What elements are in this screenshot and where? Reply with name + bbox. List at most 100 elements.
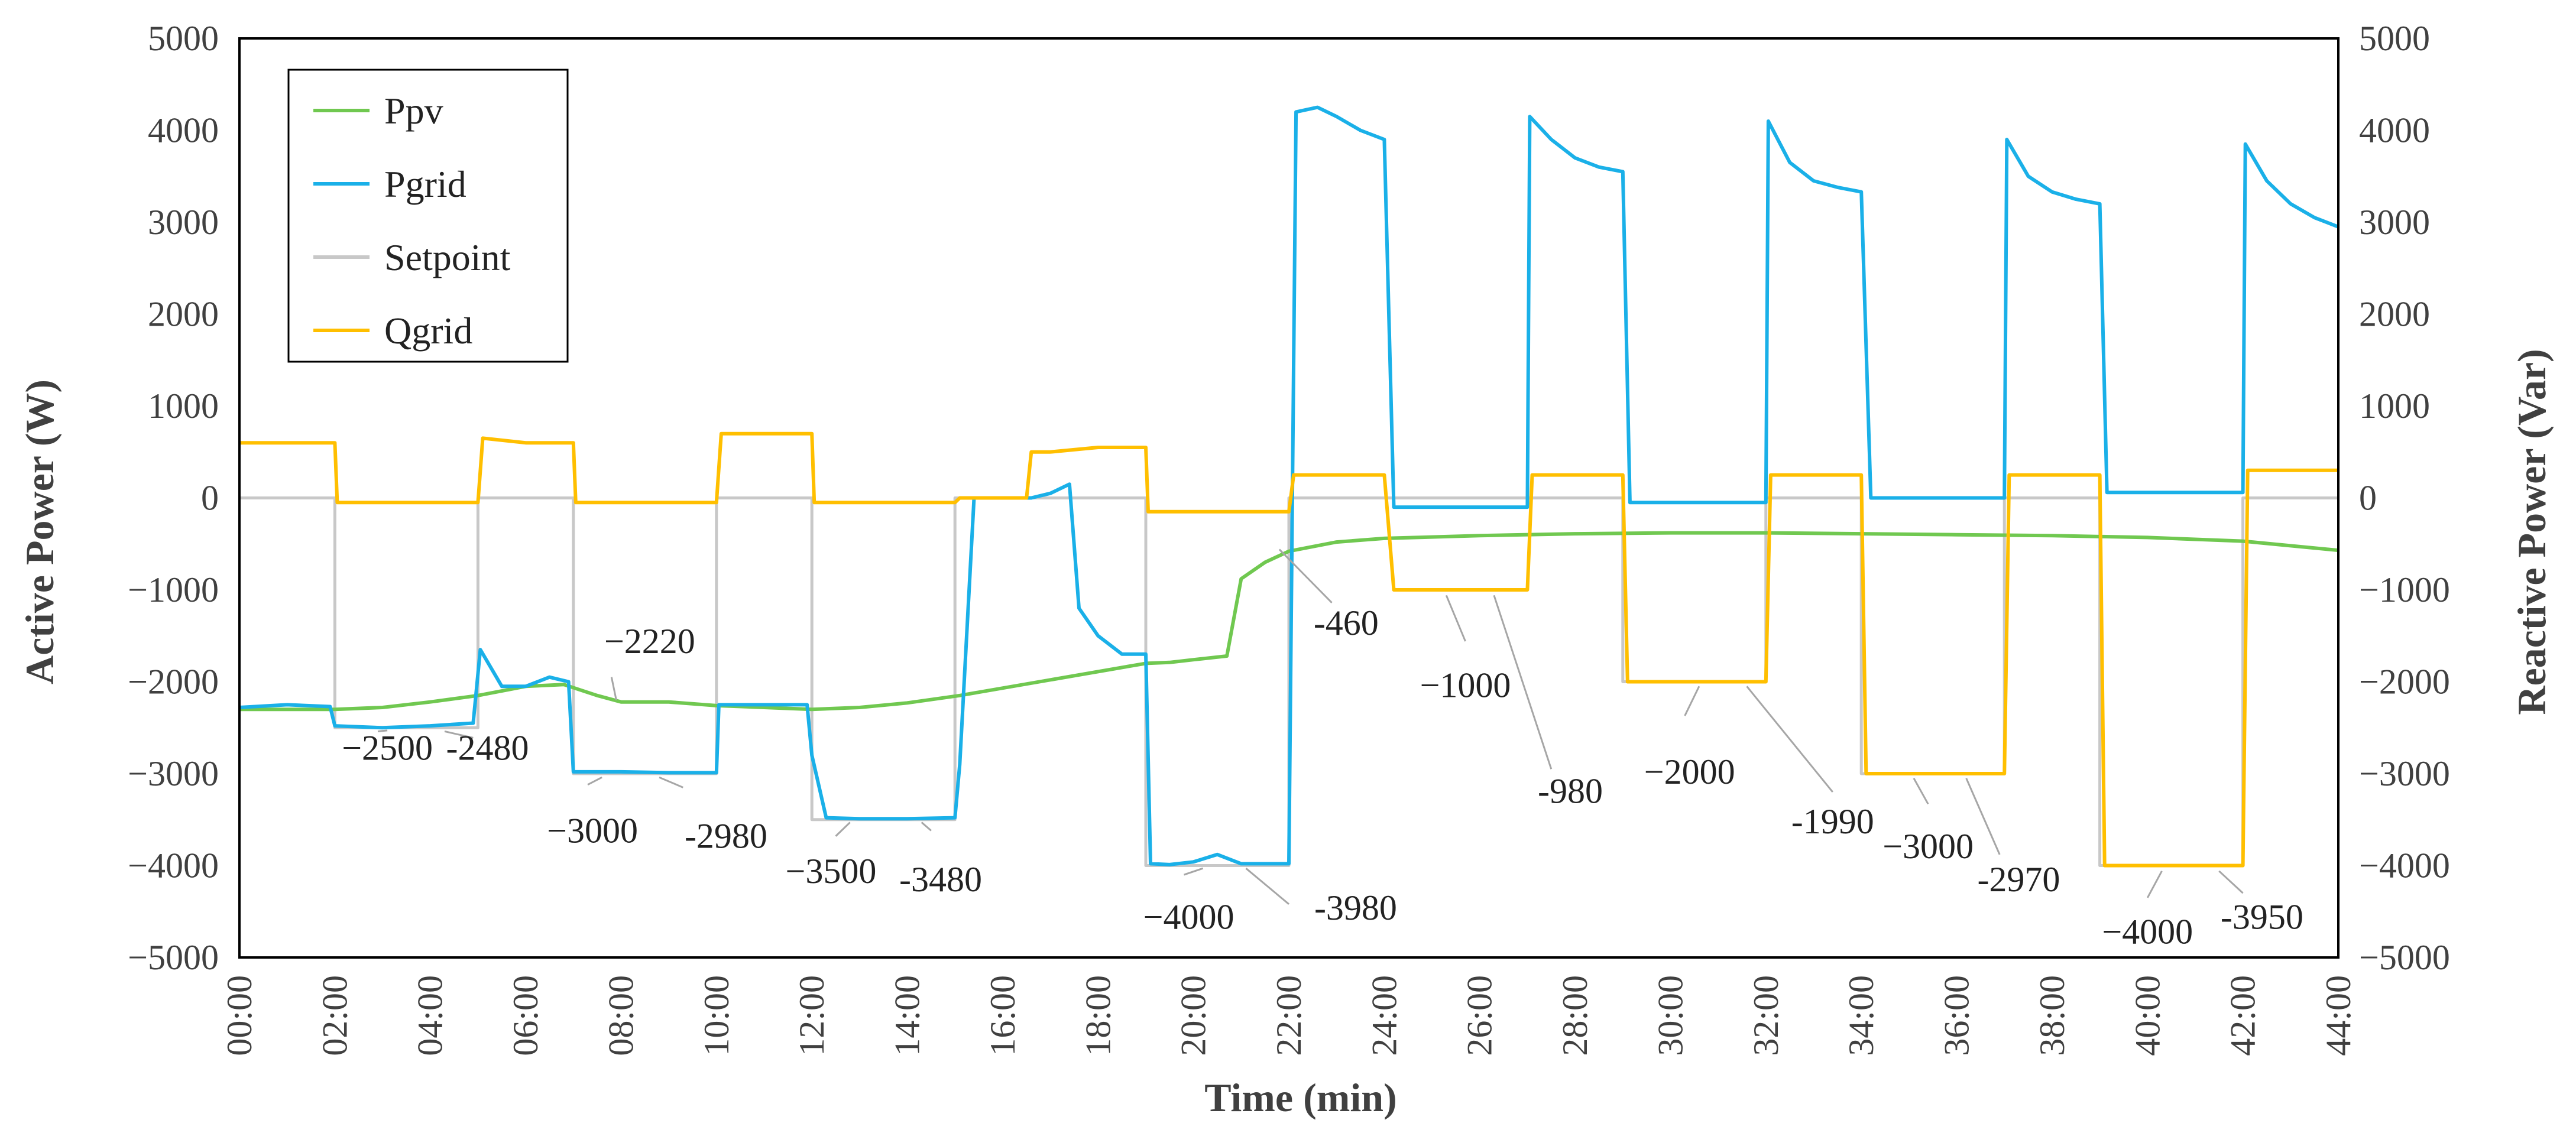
y-right-tick-label: 5000 xyxy=(2359,19,2430,58)
y-right-tick-label: −5000 xyxy=(2359,938,2450,977)
y-left-tick-label: 4000 xyxy=(148,111,219,150)
y-right-tick-label: 3000 xyxy=(2359,203,2430,242)
y-right-tick-label: −3000 xyxy=(2359,754,2450,793)
annotation-leader xyxy=(835,822,851,837)
x-tick-label: 00:00 xyxy=(220,975,259,1056)
x-tick-label: 18:00 xyxy=(1078,975,1117,1056)
legend-label-pgrid: Pgrid xyxy=(384,163,466,205)
annotation-leader xyxy=(1965,778,2001,855)
series-layer xyxy=(239,105,2340,868)
annotation-label: -2970 xyxy=(1977,860,2060,899)
annotation-label: -3950 xyxy=(2221,898,2303,937)
y-axis-right-title: Reactive Power (Var) xyxy=(2509,349,2554,715)
x-axis-title: Time (min) xyxy=(1204,1075,1397,1120)
y-right-tick-label: 4000 xyxy=(2359,111,2430,150)
legend-frame xyxy=(287,69,569,363)
x-tick-label: 26:00 xyxy=(1460,975,1499,1056)
series-line-qgrid xyxy=(239,431,2338,868)
y-left-tick-label: −5000 xyxy=(128,938,219,977)
x-tick-label: 12:00 xyxy=(792,975,831,1056)
x-tick-label: 02:00 xyxy=(315,975,354,1056)
plot-frame xyxy=(238,37,2340,959)
annotation-label: -3480 xyxy=(899,860,982,899)
y-right-tick-label: −2000 xyxy=(2359,663,2450,702)
annotation-label: -2980 xyxy=(685,817,767,856)
x-tick-label: 14:00 xyxy=(888,975,927,1056)
annotation-label: -460 xyxy=(1314,603,1379,642)
x-tick-label: 10:00 xyxy=(697,975,736,1056)
y-axis-left-title: Active Power (W) xyxy=(17,379,62,684)
y-left-tick-label: 2000 xyxy=(148,295,219,334)
y-left-tick-label: 1000 xyxy=(148,387,219,426)
x-axis-ticks: 00:00 02:00 04:00 06:00 08:00 10:00 12:00 14:00… xyxy=(220,975,2358,1056)
left-axis-ticks: −5000 −4000 −3000 −2000 −1000 0 1000 2000 3000 40… xyxy=(128,19,219,977)
x-tick-label: 36:00 xyxy=(1937,975,1976,1056)
y-right-tick-label: 1000 xyxy=(2359,387,2430,426)
annotation-label: −2000 xyxy=(1644,752,1735,791)
annotation-label: −3500 xyxy=(786,852,877,891)
y-left-tick-label: −1000 xyxy=(128,570,219,609)
annotation-leader xyxy=(659,776,683,788)
y-right-tick-label: 2000 xyxy=(2359,295,2430,334)
annotation-label: −2500 xyxy=(342,728,433,767)
y-left-tick-label: 0 xyxy=(201,479,219,518)
annotation-label: −2220 xyxy=(604,622,695,661)
annotation-leader xyxy=(2146,871,2163,898)
y-left-tick-label: −4000 xyxy=(128,846,219,885)
legend-label-qgrid: Qgrid xyxy=(384,310,472,352)
x-tick-label: 34:00 xyxy=(1842,975,1881,1056)
leader-layer xyxy=(377,548,2244,905)
annotation-leader xyxy=(377,729,388,732)
annotation-leader xyxy=(2218,870,2244,894)
x-tick-label: 24:00 xyxy=(1365,975,1404,1056)
annotation-leader xyxy=(1746,686,1833,793)
x-tick-label: 04:00 xyxy=(411,975,450,1056)
x-tick-label: 28:00 xyxy=(1556,975,1595,1056)
y-right-tick-label: 0 xyxy=(2359,479,2377,518)
legend-label-ppv: Ppv xyxy=(384,90,443,132)
annotation-label: −3000 xyxy=(1882,827,1974,866)
x-tick-label: 22:00 xyxy=(1269,975,1308,1056)
series-line-pgrid xyxy=(239,105,2340,866)
x-tick-label: 44:00 xyxy=(2319,975,2358,1056)
x-tick-label: 40:00 xyxy=(2128,975,2167,1056)
annotation-label: −4000 xyxy=(1143,898,1234,937)
x-tick-label: 30:00 xyxy=(1651,975,1690,1056)
y-left-tick-label: 3000 xyxy=(148,203,219,242)
annotation-label: −4000 xyxy=(2102,912,2193,951)
annotation-label: −1000 xyxy=(1420,666,1511,705)
annotation-label: -3980 xyxy=(1314,888,1397,927)
annotation-leader xyxy=(444,731,474,739)
annotation-leader xyxy=(587,776,602,785)
x-tick-label: 06:00 xyxy=(506,975,545,1056)
annotation-leader xyxy=(1184,867,1204,876)
x-tick-label: 32:00 xyxy=(1747,975,1786,1056)
annotation-leader xyxy=(1445,595,1466,642)
y-right-tick-label: −4000 xyxy=(2359,846,2450,885)
y-left-tick-label: −3000 xyxy=(128,754,219,793)
annotation-leader xyxy=(1493,595,1553,770)
legend-items: Ppv Pgrid Setpoint Qgrid xyxy=(313,90,511,352)
x-tick-label: 38:00 xyxy=(2033,975,2072,1056)
annotation-leader xyxy=(1278,548,1333,603)
y-left-tick-label: −2000 xyxy=(128,663,219,702)
annotation-label: -980 xyxy=(1538,772,1603,811)
right-axis-ticks: −5000 −4000 −3000 −2000 −1000 0 1000 2000 3000 40… xyxy=(2359,19,2450,977)
x-tick-label: 08:00 xyxy=(602,975,641,1056)
annotation-leader xyxy=(921,822,932,832)
x-tick-label: 42:00 xyxy=(2224,975,2263,1056)
x-tick-label: 16:00 xyxy=(983,975,1022,1056)
legend: Ppv Pgrid Setpoint Qgrid xyxy=(287,69,569,363)
annotation-layer: −2500 -2480 −2220 −3000 -2980 −3500 -3480 −4000… xyxy=(342,603,2303,951)
annotation-leader xyxy=(1245,868,1289,905)
legend-label-setpoint: Setpoint xyxy=(384,236,511,278)
annotation-label: -1990 xyxy=(1791,802,1874,841)
annotation-leader xyxy=(1684,686,1700,716)
annotation-label: −3000 xyxy=(547,811,638,850)
x-tick-label: 20:00 xyxy=(1174,975,1213,1056)
y-right-tick-label: −1000 xyxy=(2359,570,2450,609)
annotation-leader xyxy=(1913,778,1929,805)
y-left-tick-label: 5000 xyxy=(148,19,219,58)
annotation-leader xyxy=(610,677,617,700)
